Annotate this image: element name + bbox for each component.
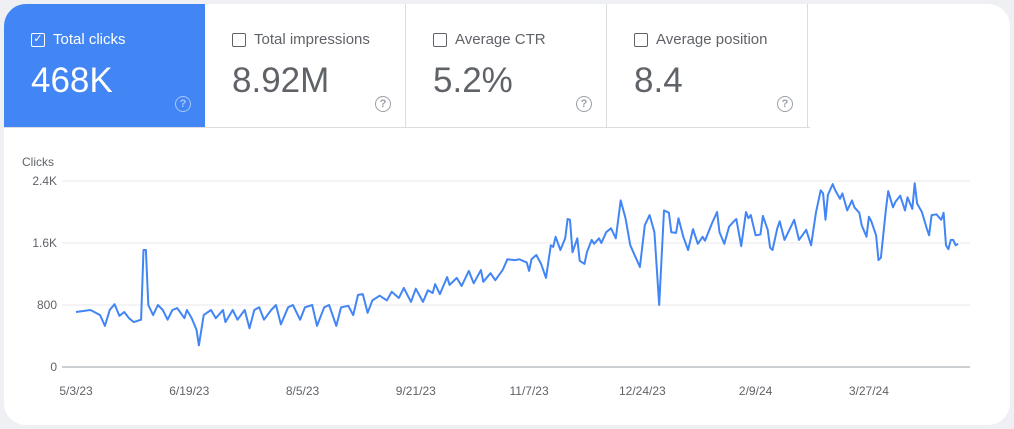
metric-value: 8.4 (634, 61, 683, 100)
metric-label: Average position (656, 31, 768, 48)
metric-value: 468K (31, 61, 113, 100)
performance-panel: ✓ Total clicks 468K ? Total impressions 8… (4, 4, 1010, 425)
checkbox-icon[interactable] (232, 32, 246, 47)
metric-cards: ✓ Total clicks 468K ? Total impressions 8… (4, 4, 810, 128)
help-icon[interactable]: ? (175, 96, 191, 112)
y-tick-label: 1.6K (32, 236, 57, 250)
help-icon[interactable]: ? (576, 96, 592, 112)
metric-card-average-ctr[interactable]: Average CTR 5.2% ? (406, 4, 607, 127)
x-tick-label: 8/5/23 (286, 384, 320, 398)
metric-card-average-position[interactable]: Average position 8.4 ? (607, 4, 808, 127)
x-tick-label: 11/7/23 (510, 384, 549, 398)
clicks-series-line (75, 182, 959, 347)
x-tick-label: 3/27/24 (849, 384, 889, 398)
metric-value: 8.92M (232, 61, 330, 100)
help-icon[interactable]: ? (777, 96, 793, 112)
metric-value: 5.2% (433, 61, 513, 100)
metric-label: Average CTR (455, 31, 546, 48)
x-tick-label: 6/19/23 (169, 384, 209, 398)
y-axis-title: Clicks (22, 155, 54, 169)
x-tick-label: 12/24/23 (619, 384, 666, 398)
metric-label: Total clicks (53, 31, 126, 48)
metric-card-total-impressions[interactable]: Total impressions 8.92M ? (205, 4, 406, 127)
y-tick-label: 2.4K (32, 174, 57, 188)
metric-card-total-clicks[interactable]: ✓ Total clicks 468K ? (4, 4, 205, 127)
help-icon[interactable]: ? (375, 96, 391, 112)
x-tick-label: 9/21/23 (396, 384, 436, 398)
checkbox-icon[interactable] (433, 32, 447, 47)
metric-label: Total impressions (254, 31, 370, 48)
x-tick-label: 2/9/24 (739, 384, 773, 398)
checkbox-checked-icon[interactable]: ✓ (31, 32, 45, 47)
checkbox-icon[interactable] (634, 32, 648, 47)
x-tick-label: 5/3/23 (59, 384, 93, 398)
y-tick-label: 0 (50, 360, 57, 374)
y-tick-label: 800 (37, 298, 57, 312)
